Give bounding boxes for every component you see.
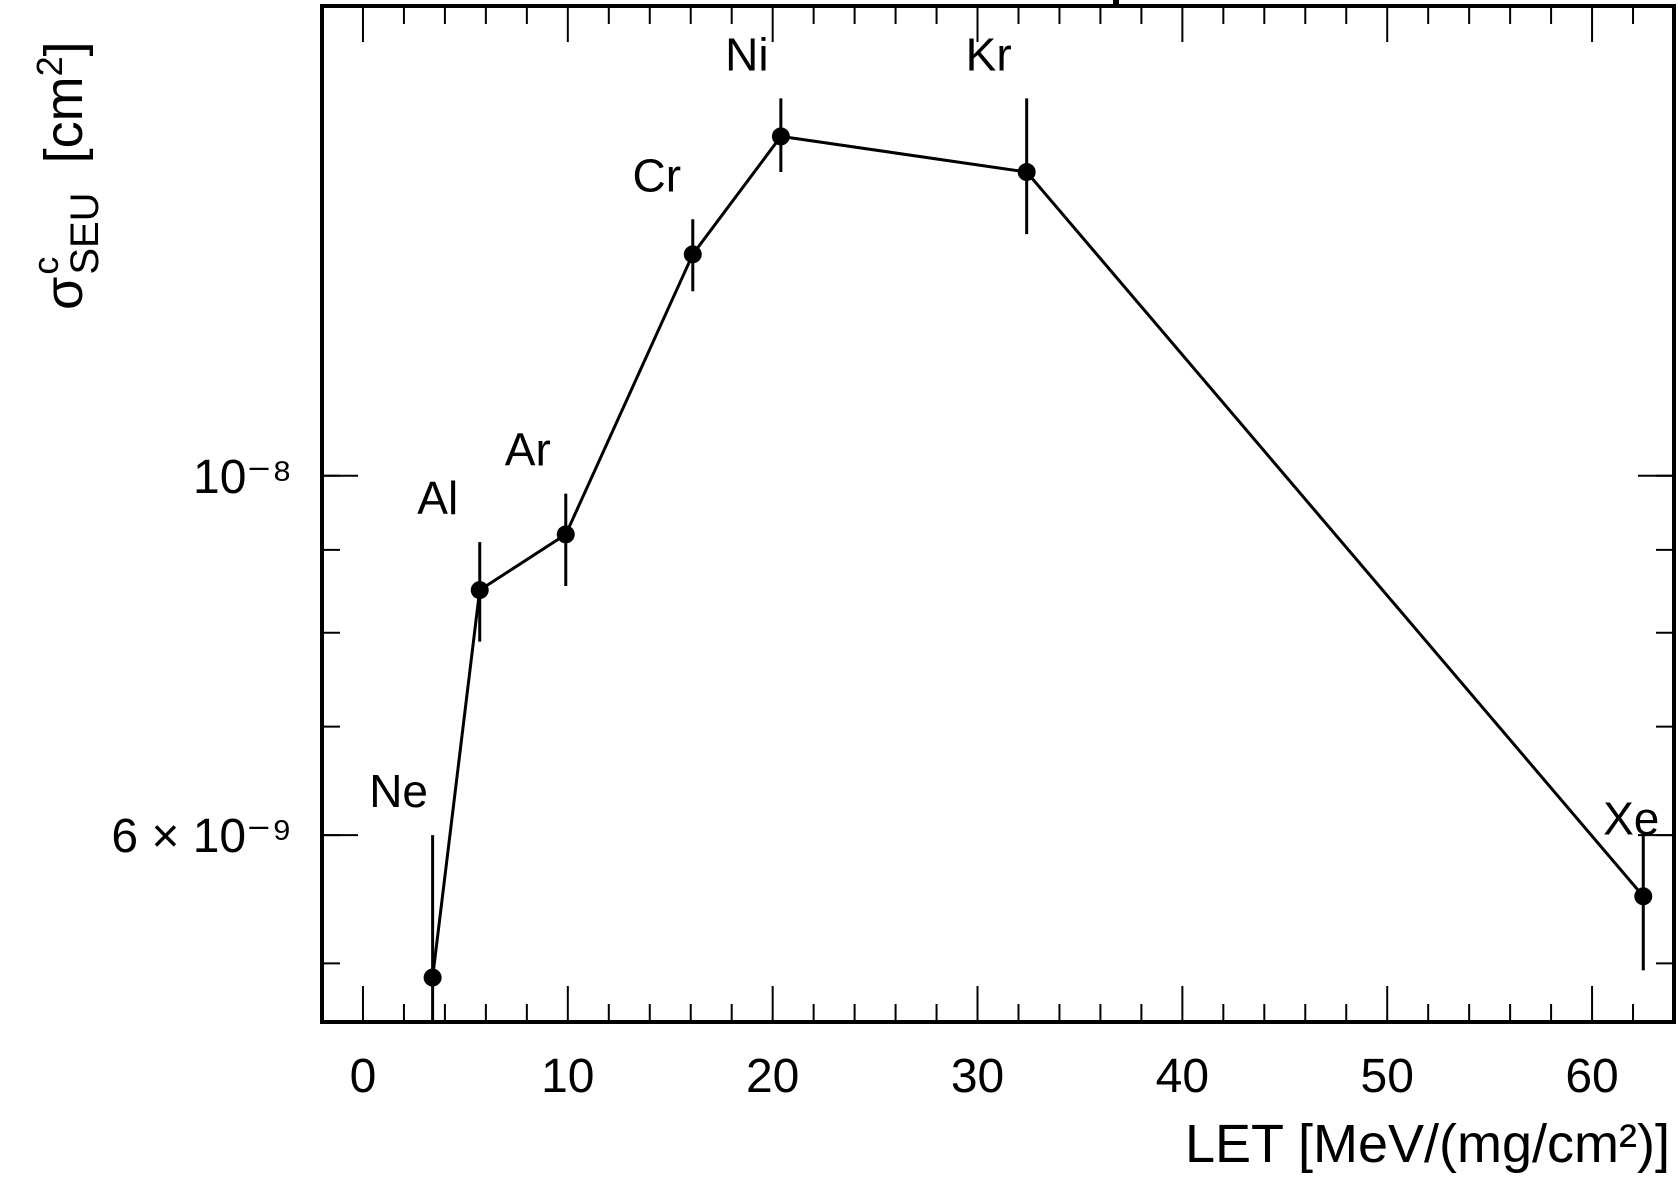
point-label: Xe: [1603, 792, 1659, 844]
point-label: Ni: [725, 28, 768, 80]
data-point: [1634, 887, 1653, 906]
y-tick-label: 10⁻⁸: [193, 451, 292, 504]
x-tick-label: 40: [1156, 1050, 1209, 1103]
series-line-group: [431, 134, 1645, 978]
x-tick-label: 60: [1565, 1050, 1618, 1103]
x-axis-title: LET [MeV/(mg/cm²)]: [1185, 1114, 1670, 1174]
x-tick-label: 20: [746, 1050, 799, 1103]
data-point: [1017, 163, 1036, 182]
x-tick-label: 10: [541, 1050, 594, 1103]
y-tick-labels: 6 × 10⁻⁹ 10⁻⁸: [111, 451, 292, 863]
x-tick-label: 50: [1361, 1050, 1414, 1103]
point-label: Ne: [369, 765, 428, 817]
y-axis-ticks: [322, 474, 1674, 965]
x-tick-labels: 0 10 20 30 40 50 60: [350, 1050, 1619, 1103]
y-axis-title: σcSEU [cm2]: [25, 41, 107, 310]
data-point: [470, 581, 489, 600]
y-tick-label: 6 × 10⁻⁹: [111, 810, 292, 863]
data-point: [771, 127, 790, 146]
data-point: [556, 525, 575, 544]
point-label: Al: [417, 472, 458, 524]
data-markers: [423, 127, 1653, 987]
point-label: Kr: [966, 28, 1012, 80]
point-label: Ar: [505, 424, 551, 476]
x-axis-ticks: [361, 6, 1675, 1022]
x-tick-label: 0: [350, 1050, 377, 1103]
plot-frame: [320, 4, 1676, 1024]
x-tick-label: 30: [951, 1050, 1004, 1103]
data-point: [423, 968, 442, 987]
point-label: Cr: [633, 149, 682, 201]
series-line: [431, 134, 1645, 978]
error-bars: [431, 98, 1645, 1022]
point-labels: Ne Al Ar Cr Ni Kr Xe: [369, 28, 1659, 844]
data-point: [683, 245, 702, 264]
